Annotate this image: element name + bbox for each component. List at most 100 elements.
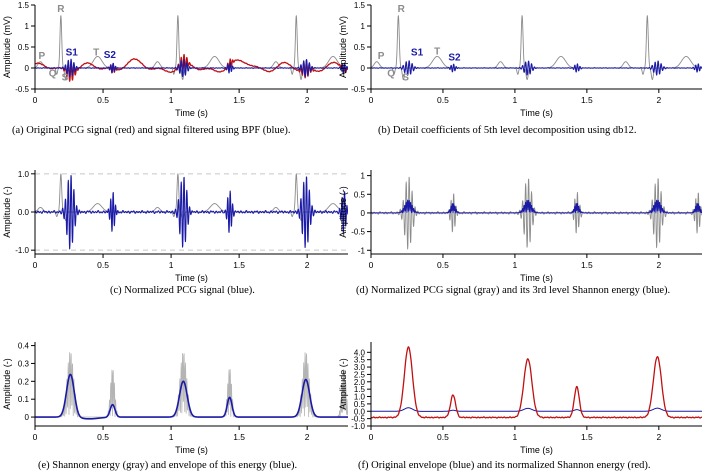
y-tick-label: 1.5	[18, 1, 30, 10]
wave-label-s: S	[402, 73, 409, 84]
y-tick-label: 1	[25, 22, 30, 31]
wave-label-p: P	[38, 51, 45, 62]
wave-label-t: T	[434, 47, 440, 58]
y-axis-label: Amplitude (mV)	[2, 16, 12, 78]
x-axis-label: Time (s)	[520, 445, 553, 455]
x-axis-label: Time (s)	[520, 108, 553, 118]
series-line-red	[371, 346, 702, 419]
x-tick-label: 1	[169, 95, 174, 105]
y-tick-label: 0.5	[354, 400, 366, 409]
y-tick-label: 2.5	[354, 370, 366, 379]
x-axis-label: Time (s)	[175, 445, 208, 455]
y-tick-label: 1	[361, 22, 366, 31]
wave-label-q: Q	[387, 68, 395, 79]
y-tick-label: 0.5	[354, 190, 366, 199]
series-line-red	[35, 53, 348, 82]
caption-c: (c) Normalized PCG signal (blue).	[110, 285, 255, 296]
wave-label-s2: S2	[448, 52, 461, 63]
y-tick-label: 0.4	[18, 342, 30, 351]
wave-label-s1: S1	[66, 47, 79, 58]
panel-f: 0 0.5 1 1.5 2-1.0-0.50.00.51.01.52.02.53.03.…	[338, 342, 702, 455]
wave-label-s: S	[62, 73, 69, 84]
series-line-lightgray	[35, 352, 348, 418]
y-tick-label: 0	[25, 413, 30, 422]
y-tick-label: -0.5	[351, 85, 365, 94]
y-tick-label: 0.1	[18, 395, 30, 404]
panel-b: 0 0.5 1 1.5 2 -0.5 0 0.5 1 1.5 Time (s) Amplitude (…	[338, 1, 702, 118]
x-tick-label: 1	[513, 260, 518, 270]
x-tick-label: 2	[305, 432, 310, 442]
x-tick-label: 2	[656, 432, 661, 442]
x-tick-label: 0.5	[437, 432, 449, 442]
y-tick-label: -0.5	[351, 228, 365, 237]
x-tick-label: 1	[513, 432, 518, 442]
wave-label-p: P	[378, 51, 385, 62]
x-tick-label: 1.5	[581, 260, 593, 270]
y-tick-label: 4.0	[354, 348, 366, 357]
y-tick-label: 3.5	[354, 356, 366, 365]
x-tick-label: 0.5	[97, 432, 109, 442]
x-tick-label: 1.5	[233, 260, 245, 270]
x-tick-label: 0	[369, 432, 374, 442]
caption-e: (e) Shannon energy (gray) and envelope o…	[38, 460, 298, 471]
y-tick-label: 0	[361, 64, 366, 73]
x-axis-label: Time (s)	[175, 108, 208, 118]
x-tick-label: 2	[656, 260, 661, 270]
wave-label-s1: S1	[411, 47, 424, 58]
series-line-blue	[371, 60, 702, 76]
wave-label-q: Q	[49, 68, 57, 79]
x-tick-label: 1	[169, 260, 174, 270]
panel-c: 0 0.5 1 1.5 2 -1.0 0.0 1.0 Time (s) Amplitude (-)	[2, 170, 348, 283]
x-tick-label: 0	[33, 95, 38, 105]
x-tick-label: 2	[305, 260, 310, 270]
y-tick-label: 0.0	[354, 407, 366, 416]
x-tick-label: 1.5	[581, 95, 593, 105]
y-tick-label: 0	[361, 209, 366, 218]
y-axis-label: Amplitude (-)	[338, 186, 348, 238]
series-line-gray	[371, 176, 702, 250]
x-tick-label: 0.5	[437, 260, 449, 270]
x-tick-label: 0	[369, 95, 374, 105]
x-tick-label: 0	[369, 260, 374, 270]
y-tick-label: 1.5	[354, 1, 366, 10]
x-tick-label: 1.5	[581, 432, 593, 442]
caption-b: (b) Detail coefficients of 5th level dec…	[378, 125, 637, 136]
wave-label-s2: S2	[104, 50, 117, 61]
series-line-blue	[371, 199, 702, 214]
x-tick-label: 1.5	[233, 432, 245, 442]
x-tick-label: 0	[33, 260, 38, 270]
y-tick-label: -1	[358, 246, 366, 255]
x-tick-label: 0.5	[437, 95, 449, 105]
x-tick-label: 0	[33, 432, 38, 442]
caption-f: (f) Original envelope (blue) and its nor…	[358, 460, 651, 471]
y-axis-label: Amplitude (-)	[338, 358, 348, 410]
y-tick-label: 2.0	[354, 378, 366, 387]
y-tick-label: 3.0	[354, 363, 366, 372]
y-tick-label: 1.5	[354, 385, 366, 394]
y-tick-label: 1.0	[354, 393, 366, 402]
caption-d: (d) Normalized PCG signal (gray) and its…	[356, 285, 671, 296]
wave-label-t: T	[93, 47, 99, 58]
series-line-blue	[35, 58, 348, 78]
x-tick-label: 2	[305, 95, 310, 105]
y-tick-label: 0.2	[18, 377, 30, 386]
y-tick-label: -1.0	[351, 422, 365, 431]
x-axis-label: Time (s)	[175, 273, 208, 283]
y-axis-label: Amplitude (mV)	[338, 16, 348, 78]
series-line-blue	[35, 174, 348, 250]
y-tick-label: -0.5	[351, 415, 365, 424]
panel-a: 0 0.5 1 1.5 2 -0.5 0 0.5 1 1.5 Time (s) Amplitude (…	[2, 1, 348, 118]
y-tick-label: 1.0	[18, 170, 30, 179]
x-tick-label: 1	[169, 432, 174, 442]
x-tick-label: 0.5	[97, 95, 109, 105]
x-tick-label: 1.5	[233, 95, 245, 105]
y-tick-label: 0.5	[18, 43, 30, 52]
wave-label-r: R	[398, 4, 406, 15]
y-tick-label: 0.0	[18, 208, 30, 217]
y-tick-label: 0.3	[18, 359, 30, 368]
y-axis-label: Amplitude (-)	[2, 358, 12, 410]
x-tick-label: 1	[513, 95, 518, 105]
y-tick-label: -0.5	[15, 85, 29, 94]
y-tick-label: 0.5	[354, 43, 366, 52]
